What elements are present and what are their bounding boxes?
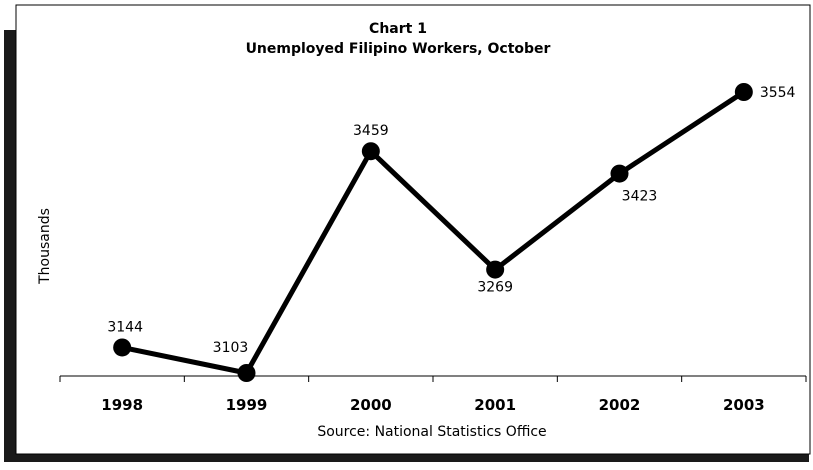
y-axis-label: Thousands [37,208,53,285]
data-point [486,260,505,279]
x-tick-label: 2000 [350,396,392,414]
plot-panel [15,4,811,455]
data-point [734,83,753,101]
x-axis-ticks [59,376,807,382]
data-label: 3459 [353,123,389,139]
series-line [121,89,746,376]
data-point [237,364,256,382]
data-points [113,83,753,382]
frame-left-edge [4,30,16,462]
x-tick-label: 2001 [474,396,516,414]
data-point [113,338,132,357]
data-label: 3423 [622,189,658,205]
data-label: 3269 [477,280,513,296]
chart-subtitle: Unemployed Filipino Workers, October [246,41,551,57]
chart-title: Chart 1 [369,21,427,37]
x-tick-label: 1998 [101,396,143,414]
data-label: 3103 [213,340,249,356]
x-tick-label: 2003 [723,396,765,414]
x-tick-label: 2002 [599,396,641,414]
x-axis-tick-labels: 1998 1999 2000 2001 2002 2003 [101,396,764,414]
data-point [610,164,629,183]
data-point [361,142,380,161]
frame-bottom-edge [4,454,809,462]
data-labels: 3144 3103 3459 3269 3423 3554 [107,85,795,356]
x-tick-label: 1999 [226,396,268,414]
data-label: 3554 [760,85,796,101]
data-label: 3144 [107,319,143,335]
x-axis-label: Source: National Statistics Office [317,424,546,440]
